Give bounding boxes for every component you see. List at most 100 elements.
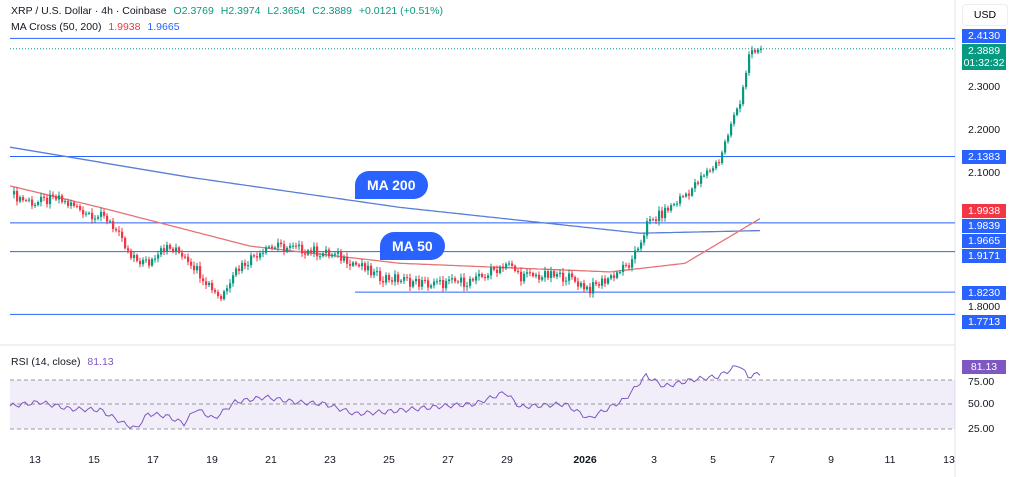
candle	[442, 280, 445, 289]
candle	[457, 281, 460, 283]
candle	[634, 250, 637, 260]
candle	[682, 196, 685, 198]
low-value: L2.3654	[267, 5, 306, 17]
candle	[211, 282, 214, 291]
candle	[649, 219, 652, 222]
candle	[163, 248, 166, 252]
candle	[91, 212, 94, 220]
candle	[43, 196, 46, 198]
candle	[277, 242, 280, 248]
candle	[16, 191, 19, 202]
candle	[154, 258, 157, 260]
candle	[553, 271, 556, 277]
time-axis-label: 21	[265, 454, 277, 466]
level-price-tag: 1.9171	[962, 249, 1006, 263]
candle	[505, 263, 508, 269]
price-axis-label: 1.8000	[968, 301, 1001, 313]
candle	[100, 211, 103, 217]
candle	[661, 210, 664, 218]
candle	[112, 221, 115, 230]
candle	[472, 278, 475, 281]
candle	[244, 262, 247, 266]
candle	[295, 245, 298, 247]
candle	[430, 285, 433, 288]
candle	[538, 274, 541, 280]
candle	[187, 256, 190, 262]
time-axis-label: 25	[383, 454, 395, 466]
candle	[265, 247, 268, 253]
candle	[463, 277, 466, 287]
candle	[493, 267, 496, 270]
ma-legend[interactable]: MA Cross (50, 200) 1.9938 1.9665	[11, 21, 184, 33]
candle	[685, 193, 688, 197]
level-price-tag: 1.8230	[962, 286, 1006, 300]
time-axis-label: 2026	[573, 454, 597, 466]
candle	[424, 280, 427, 282]
candle	[256, 256, 259, 258]
rsi-value-tag: 81.13	[962, 360, 1006, 374]
candle	[541, 277, 544, 280]
candle	[724, 141, 727, 153]
candle	[616, 272, 619, 278]
candle	[577, 281, 580, 287]
candle	[61, 195, 64, 203]
candle	[601, 278, 604, 286]
candle	[358, 264, 361, 267]
open-value: O2.3769	[173, 5, 214, 17]
symbol-title: XRP / U.S. Dollar · 4h · Coinbase	[11, 5, 167, 17]
candle	[88, 212, 91, 214]
candle	[595, 282, 598, 285]
candle	[46, 197, 49, 205]
rsi-legend[interactable]: RSI (14, close) 81.13	[11, 356, 118, 368]
candle	[496, 269, 499, 274]
candle	[298, 244, 301, 247]
candle	[217, 292, 220, 297]
last-price-text: 2.3889	[967, 45, 1001, 57]
candle	[349, 263, 352, 266]
candle	[76, 205, 79, 207]
candle	[562, 272, 565, 282]
candle	[418, 279, 421, 287]
rsi-value: 81.13	[87, 356, 114, 368]
candle	[448, 279, 451, 281]
candle	[745, 72, 748, 88]
candle	[130, 250, 133, 258]
candle	[202, 278, 205, 282]
candle	[517, 270, 520, 272]
candle	[79, 206, 82, 210]
candle	[592, 282, 595, 294]
candle	[67, 201, 70, 206]
candle	[655, 219, 658, 222]
candle	[328, 249, 331, 257]
high-value: H2.3974	[220, 5, 261, 17]
candle	[676, 203, 679, 205]
candle	[643, 235, 646, 243]
currency-button[interactable]: USD	[962, 4, 1008, 26]
candle	[157, 254, 160, 259]
rsi-axis-label: 50.00	[968, 398, 995, 410]
candle	[364, 263, 367, 271]
ma50-value: 1.9938	[108, 21, 141, 33]
candle	[697, 182, 700, 184]
candle	[568, 273, 571, 281]
rsi-axis-label: 75.00	[968, 376, 995, 388]
candle	[283, 244, 286, 252]
time-axis-label: 17	[147, 454, 159, 466]
candle	[373, 271, 376, 276]
candle	[760, 48, 763, 50]
candle	[34, 204, 37, 206]
candle	[748, 54, 751, 73]
time-axis-label: 19	[206, 454, 218, 466]
candle	[379, 271, 382, 281]
candle	[301, 244, 304, 254]
candle	[652, 219, 655, 221]
candle	[19, 197, 22, 202]
candle	[31, 199, 34, 206]
candle	[181, 252, 184, 257]
candle	[523, 273, 526, 282]
candle	[208, 282, 211, 286]
candle	[238, 268, 241, 271]
candle	[193, 265, 196, 271]
ma50-callout: MA 50	[380, 232, 445, 260]
